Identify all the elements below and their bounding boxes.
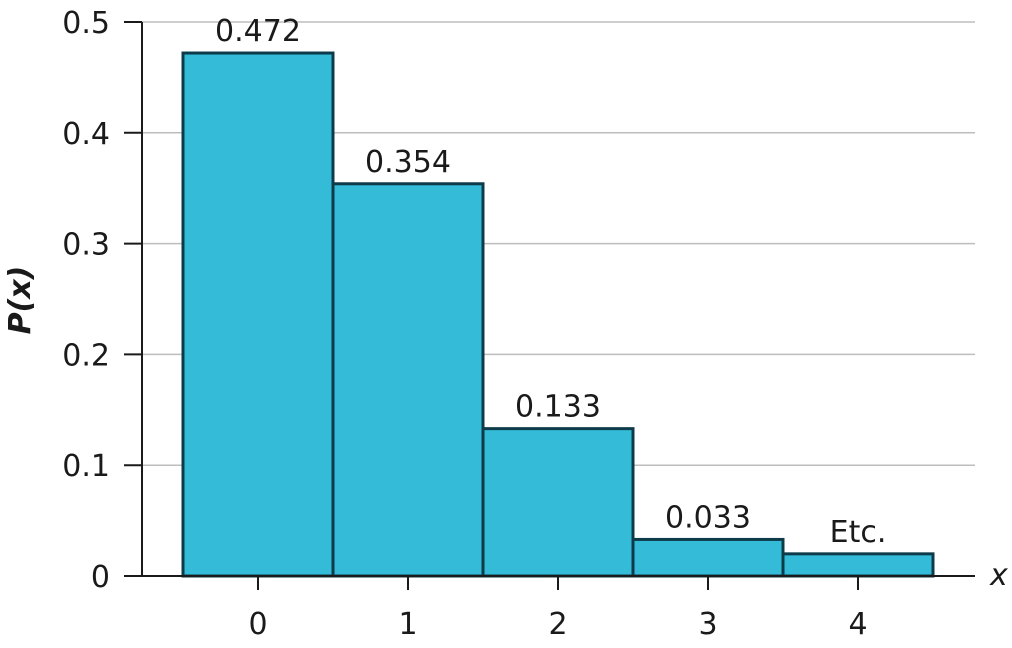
x-tick-label: 1 (398, 607, 417, 642)
y-tick-label: 0.3 (62, 228, 110, 263)
y-tick-label: 0.5 (62, 6, 110, 41)
data-label: 0.472 (215, 14, 301, 49)
x-tick-label: 0 (248, 607, 267, 642)
y-tick-label: 0.2 (62, 338, 110, 373)
y-axis-label: P(x) (3, 266, 38, 335)
bar (781, 552, 935, 578)
data-label: 0.133 (515, 390, 601, 425)
data-label: 0.354 (365, 145, 451, 180)
y-tick-label: 0 (91, 560, 110, 595)
bar (481, 427, 635, 578)
bars (181, 51, 935, 578)
bar (331, 182, 485, 578)
bar (181, 51, 335, 578)
y-tick-label: 0.1 (62, 449, 110, 484)
axes (124, 21, 975, 590)
y-tick-label: 0.4 (62, 117, 110, 152)
x-axis-label: x (989, 558, 1008, 593)
x-tick-label: 2 (548, 607, 567, 642)
x-tick-label: 3 (698, 607, 717, 642)
labels: 0.472 0.354 0.133 0.033 Etc. 0 0.1 0.2 0.3 0.4 0.5… (62, 6, 886, 642)
data-label: 0.033 (665, 500, 751, 535)
data-label: Etc. (830, 515, 887, 550)
bar (631, 537, 785, 578)
x-tick-label: 4 (848, 607, 867, 642)
